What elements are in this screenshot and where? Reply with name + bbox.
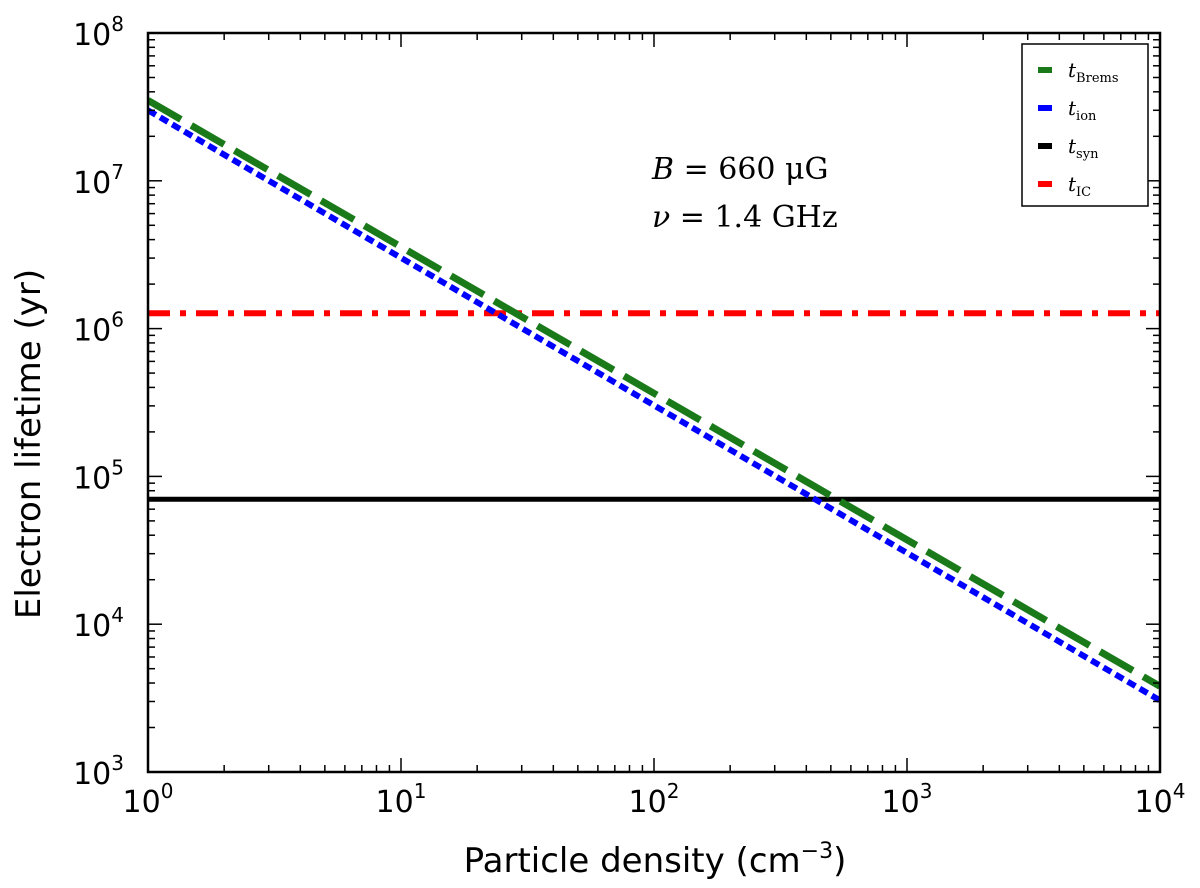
y-tick-label: 106	[73, 308, 124, 349]
legend-label-syn: tsyn	[1068, 134, 1099, 162]
y-axis-title: Electron lifetime (yr)	[9, 269, 49, 619]
y-tick-label: 107	[73, 160, 124, 201]
legend-label-brems: tBrems	[1068, 58, 1119, 86]
y-tick-label: 104	[73, 603, 124, 644]
x-tick-label: 100	[123, 779, 174, 820]
series-layer	[148, 97, 1160, 704]
series-line-ion	[148, 107, 1160, 704]
x-tick-label: 101	[376, 779, 427, 820]
x-tick-label: 103	[882, 779, 933, 820]
x-axis-title: Particle density (cm−3)	[464, 839, 847, 881]
y-tick-label: 105	[73, 455, 124, 496]
legend-label-ic: tIC	[1068, 172, 1091, 200]
y-tick-label: 103	[73, 751, 124, 792]
ticks-layer	[147, 33, 1160, 773]
legend-label-ion: tion	[1068, 96, 1097, 124]
annotation: B = 660 μG ν = 1.4 GHz	[651, 152, 838, 235]
plot-frame	[146, 31, 1162, 774]
tick-labels: 100 101 102 103 104 103 104 105 106 107 108	[73, 12, 1185, 820]
annotation-line-2: ν = 1.4 GHz	[652, 200, 838, 235]
legend: tBrems tion tsyn tIC	[1021, 43, 1149, 207]
series-line-brems	[148, 97, 1160, 690]
y-tick-label: 108	[73, 12, 124, 53]
x-tick-label: 102	[629, 779, 680, 820]
annotation-line-1: B = 660 μG	[651, 152, 829, 187]
x-tick-label: 104	[1135, 779, 1186, 820]
